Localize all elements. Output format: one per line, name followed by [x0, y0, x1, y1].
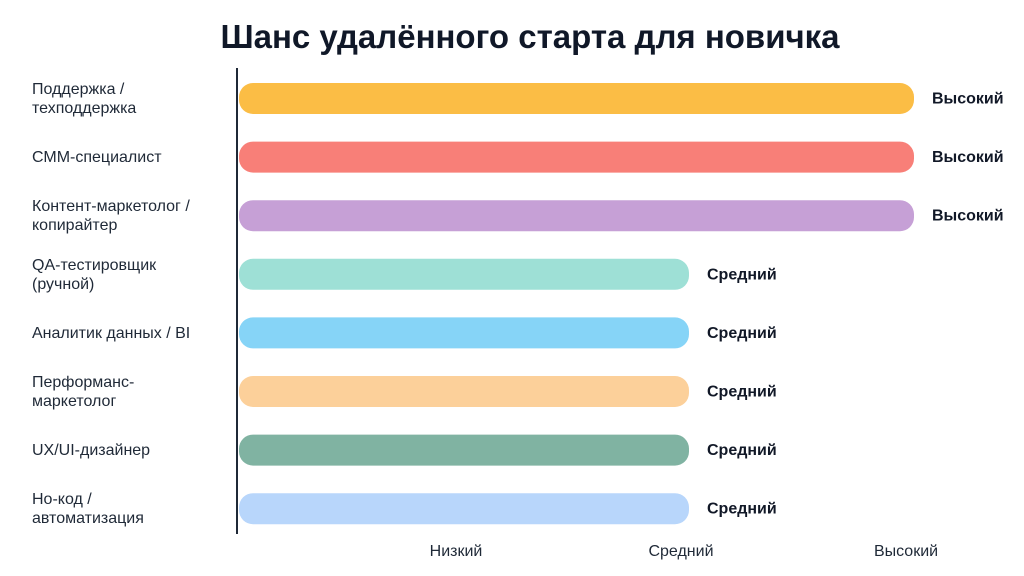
value-label: Высокий — [932, 208, 1004, 225]
value-label: Средний — [707, 266, 777, 283]
value-label: Высокий — [932, 91, 1004, 108]
category-label: UX/UI-дизайнер — [32, 442, 150, 459]
value-label: Высокий — [932, 149, 1004, 166]
category-labels: Поддержка / техподдержка СММ-специалист Кон… — [32, 81, 190, 527]
bar — [239, 376, 689, 407]
bars-group — [239, 83, 914, 525]
bar — [239, 200, 914, 232]
x-tick-labels: Низкий Средний Высокий — [430, 543, 938, 560]
bar — [239, 141, 914, 173]
value-label: Средний — [707, 501, 777, 518]
bar — [239, 83, 914, 114]
x-tick-label: Низкий — [430, 543, 483, 560]
category-label: Но-код / автоматизация — [32, 491, 144, 527]
x-tick-label: Средний — [648, 543, 713, 560]
value-labels: Высокий Высокий Высокий Средний Средний Средн… — [707, 91, 1004, 518]
category-label: Перформанс-маркетолог — [32, 374, 134, 410]
bar — [239, 493, 689, 525]
bar — [239, 434, 689, 466]
x-tick-label: Высокий — [874, 543, 938, 560]
value-label: Средний — [707, 325, 777, 342]
category-label: СММ-специалист — [32, 149, 162, 166]
category-label: Поддержка / техподдержка — [32, 81, 136, 117]
bar — [239, 258, 689, 290]
chart-title: Шанс удалённого старта для новичка — [220, 18, 840, 55]
category-label: QA-тестировщик (ручной) — [32, 257, 157, 293]
category-label: Контент-маркетолог / копирайтер — [32, 198, 190, 234]
bar — [239, 317, 689, 349]
value-label: Средний — [707, 384, 777, 401]
category-label: Аналитик данных / BI — [32, 325, 190, 342]
value-label: Средний — [707, 442, 777, 459]
